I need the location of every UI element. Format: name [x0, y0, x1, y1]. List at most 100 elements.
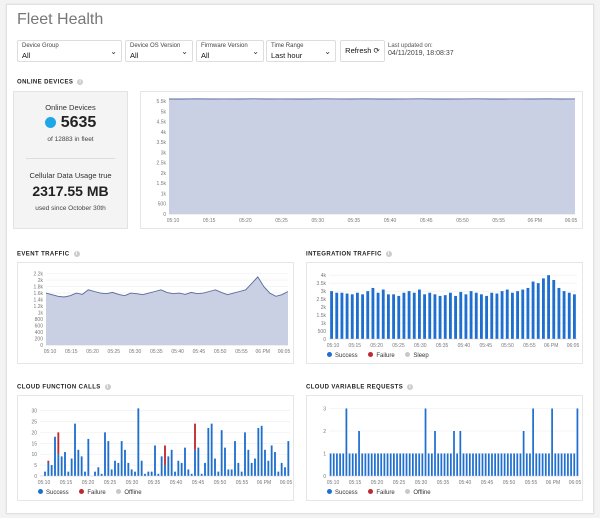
fleet-health-page: Fleet Health Device Group All ⌄ Device O…	[6, 4, 594, 514]
failure-bar	[194, 423, 196, 450]
integration-traffic-chart-card: 0 500 1k 1.5k 2k 2.5k 3k 3.5k 4k 05:10 05:15 05:20 0…	[306, 262, 583, 364]
x-tick-label: 05:50	[503, 480, 516, 486]
bar	[44, 471, 46, 476]
legend-success[interactable]: Success	[327, 352, 358, 359]
bar	[100, 473, 103, 476]
bar	[481, 453, 484, 476]
legend-failure-label: Failure	[376, 490, 395, 496]
last-updated-value: 04/11/2019, 18:08:37	[388, 50, 454, 57]
x-tick-label: 05:35	[436, 343, 449, 349]
legend-failure[interactable]: Failure	[368, 352, 395, 359]
y-tick-label: 0	[163, 212, 166, 218]
info-icon[interactable]: i	[407, 384, 414, 390]
x-tick-label: 05:30	[126, 480, 139, 486]
x-tick-label: 05:35	[150, 349, 163, 355]
cloud-variable-chart-card: 0 1 2 3 05:10 05:15 05:20 05:25 05:30 05:35 05:40 0…	[306, 395, 583, 501]
x-tick-label: 05:55	[236, 480, 249, 486]
bar	[415, 453, 417, 476]
bar	[200, 473, 203, 476]
x-tick-label: 05:45	[479, 343, 492, 349]
bar	[330, 291, 333, 339]
x-tick-label: 05:15	[60, 480, 73, 486]
y-tick-label: 20	[31, 430, 37, 436]
y-tick-label: 200	[35, 337, 44, 343]
bar	[487, 453, 490, 476]
bar	[459, 431, 462, 476]
bar	[57, 454, 60, 476]
y-tick-label: 1.5k	[157, 181, 167, 187]
integration-legend: Success Failure Sleep	[327, 352, 438, 359]
cellular-usage-value: 2317.55 MB	[32, 183, 109, 199]
legend-failure[interactable]: Failure	[368, 489, 395, 496]
info-icon[interactable]: i	[77, 79, 84, 85]
fleet-size: of 12883 in fleet	[47, 136, 94, 143]
time-range-select[interactable]: Time Range Last hour ⌄	[266, 40, 336, 62]
bar	[377, 453, 379, 476]
bar	[453, 431, 455, 476]
bar	[67, 471, 70, 476]
refresh-button[interactable]: Refresh ⟳	[340, 40, 385, 62]
x-tick-label: 05:50	[501, 343, 514, 349]
bar	[77, 449, 80, 476]
y-tick-label: 2k	[38, 278, 44, 284]
bar	[428, 292, 432, 339]
y-tick-label: 0	[40, 343, 43, 349]
device-os-select[interactable]: Device OS Version All ⌄	[125, 40, 193, 62]
bar	[217, 471, 220, 476]
legend-failure[interactable]: Failure	[79, 489, 106, 496]
x-tick-label: 06 PM	[257, 480, 271, 486]
y-tick-label: 1k	[321, 321, 327, 327]
firmware-select[interactable]: Firmware Version All ⌄	[196, 40, 264, 62]
section-integration-traffic: INTEGRATION TRAFFIC i	[306, 251, 392, 258]
bar	[551, 408, 553, 476]
bar	[240, 471, 243, 476]
y-tick-label: 1k	[38, 311, 44, 317]
x-tick-label: 06 PM	[546, 480, 560, 486]
divider	[26, 158, 115, 159]
x-tick-label: 05:40	[170, 480, 183, 486]
bar	[130, 469, 133, 476]
bar	[117, 462, 120, 476]
x-tick-label: 05:45	[193, 349, 206, 355]
bar	[147, 471, 150, 476]
y-tick-label: 0	[323, 474, 326, 480]
bar	[214, 458, 216, 476]
bar	[350, 294, 354, 339]
y-tick-label: 2k	[161, 171, 167, 177]
x-tick-label: 05:20	[86, 349, 99, 355]
bar	[345, 408, 348, 476]
y-tick-label: 2	[323, 429, 326, 435]
device-group-select[interactable]: Device Group All ⌄	[17, 40, 122, 62]
x-tick-label: 05:15	[65, 349, 78, 355]
bar	[484, 453, 487, 476]
legend-success-label: Success	[46, 490, 69, 496]
x-tick-label: 06:05	[278, 349, 291, 355]
bar	[576, 408, 579, 476]
y-tick-label: 25	[31, 419, 37, 425]
legend-sleep[interactable]: Sleep	[405, 352, 429, 359]
bar	[144, 473, 146, 476]
legend-offline[interactable]: Offline	[405, 489, 431, 496]
info-icon[interactable]: i	[385, 251, 392, 257]
bar	[260, 425, 263, 476]
y-tick-label: 1.4k	[34, 298, 44, 304]
event-traffic-chart-card: 0 200 400 600 800 1k 1.2k 1.4k 1.6k 1.8k 2k 2.2k 05:…	[17, 262, 294, 364]
bar	[332, 453, 335, 476]
info-icon[interactable]: i	[104, 384, 111, 390]
bar	[267, 460, 270, 476]
bar	[264, 449, 266, 476]
bar	[340, 292, 344, 339]
x-tick-label: 06:05	[280, 480, 293, 486]
legend-success[interactable]: Success	[38, 489, 69, 496]
info-icon[interactable]: i	[73, 251, 80, 257]
bar	[204, 462, 206, 476]
bar	[74, 423, 76, 476]
bar	[433, 294, 437, 339]
bar	[547, 275, 550, 339]
legend-success[interactable]: Success	[327, 489, 358, 496]
bar	[446, 453, 449, 476]
bar	[270, 445, 273, 476]
legend-offline[interactable]: Offline	[116, 489, 142, 496]
legend-failure-label: Failure	[87, 490, 106, 496]
bar	[491, 453, 493, 476]
